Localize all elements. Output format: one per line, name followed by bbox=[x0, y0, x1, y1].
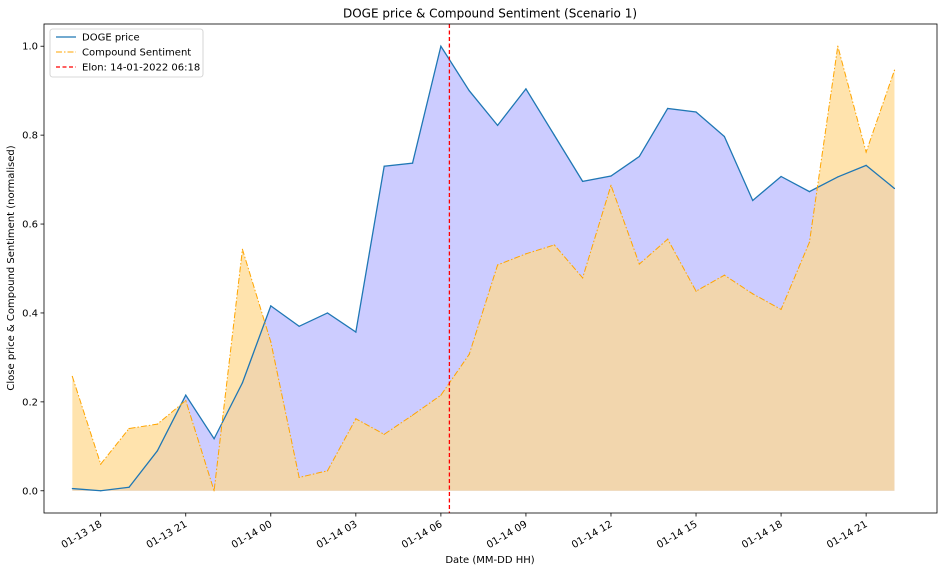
data-point bbox=[695, 111, 697, 113]
data-point bbox=[667, 107, 669, 110]
data-point bbox=[468, 353, 470, 355]
data-point bbox=[780, 175, 782, 178]
data-point bbox=[298, 325, 300, 327]
data-point bbox=[582, 277, 584, 279]
data-point bbox=[213, 490, 215, 492]
x-axis-label: Date (MM-DD HH) bbox=[445, 555, 534, 566]
data-point bbox=[468, 90, 470, 92]
data-point bbox=[355, 418, 357, 420]
y-axis: 0.0 0.2 0.4 0.6 0.8 1.0 bbox=[22, 42, 44, 497]
data-point bbox=[638, 263, 640, 265]
y-axis-label: Close price & Compound Sentiment (normal… bbox=[6, 145, 17, 390]
data-point bbox=[893, 69, 896, 71]
y-tick-label: 0.0 bbox=[22, 486, 38, 497]
data-point bbox=[71, 375, 73, 378]
x-tick-label: 01-14 06 bbox=[400, 519, 444, 551]
y-tick-label: 0.8 bbox=[22, 131, 38, 142]
legend-label: Compound Sentiment bbox=[82, 48, 191, 59]
plot-area bbox=[71, 24, 896, 513]
legend-box bbox=[49, 28, 204, 78]
data-point bbox=[270, 305, 272, 307]
data-point bbox=[100, 490, 102, 492]
data-point bbox=[695, 290, 697, 292]
data-point bbox=[553, 134, 555, 136]
data-point bbox=[553, 244, 555, 246]
y-tick-label: 0.6 bbox=[22, 220, 38, 231]
data-point bbox=[496, 264, 499, 266]
data-point bbox=[723, 274, 725, 276]
series-fill-1 bbox=[72, 46, 895, 491]
data-point bbox=[185, 399, 187, 402]
data-point bbox=[496, 124, 499, 126]
data-point bbox=[298, 476, 300, 479]
data-point bbox=[440, 45, 442, 47]
data-point bbox=[185, 394, 187, 396]
data-point bbox=[638, 155, 640, 158]
x-tick-label: 01-14 12 bbox=[570, 519, 614, 551]
y-tick-label: 1.0 bbox=[22, 42, 38, 53]
data-point bbox=[610, 175, 612, 177]
data-point bbox=[241, 248, 244, 250]
x-tick-label: 01-13 21 bbox=[145, 519, 189, 551]
data-point bbox=[326, 312, 329, 314]
plot-frame bbox=[43, 23, 938, 514]
data-point bbox=[411, 414, 414, 416]
data-point bbox=[525, 253, 527, 255]
data-point bbox=[582, 180, 584, 182]
y-tick-label: 0.4 bbox=[22, 308, 38, 319]
data-point bbox=[837, 45, 839, 47]
legend: DOGE price Compound Sentiment Elon: 14-01-… bbox=[49, 28, 204, 78]
data-point bbox=[808, 190, 811, 193]
data-point bbox=[752, 199, 754, 202]
data-point bbox=[241, 382, 244, 384]
y-tick-label: 0.2 bbox=[22, 397, 38, 408]
data-point bbox=[440, 394, 442, 396]
data-point bbox=[383, 433, 385, 435]
data-point bbox=[156, 423, 158, 425]
x-axis: 01-13 18 01-13 21 01-14 00 01-14 03 01-14 06… bbox=[60, 513, 870, 551]
data-point bbox=[667, 238, 669, 240]
legend-label: Elon: 14-01-2022 06:18 bbox=[82, 63, 200, 74]
data-point bbox=[610, 184, 612, 186]
x-tick-label: 01-14 15 bbox=[655, 519, 699, 551]
data-point bbox=[326, 470, 329, 472]
x-tick-label: 01-14 09 bbox=[485, 519, 529, 551]
data-point bbox=[865, 164, 867, 166]
data-point bbox=[128, 427, 130, 430]
data-point bbox=[383, 165, 385, 167]
data-point bbox=[100, 463, 102, 465]
data-point bbox=[128, 486, 130, 488]
data-point bbox=[780, 308, 782, 310]
x-tick-label: 01-14 00 bbox=[230, 519, 274, 551]
data-point bbox=[156, 450, 158, 452]
x-tick-label: 01-13 18 bbox=[60, 519, 104, 551]
data-point bbox=[355, 331, 357, 333]
data-point bbox=[837, 176, 839, 178]
series-line-0 bbox=[72, 44, 895, 492]
data-point bbox=[525, 88, 527, 90]
data-point bbox=[213, 438, 215, 440]
data-point bbox=[411, 162, 414, 164]
chart-title: DOGE price & Compound Sentiment (Scenari… bbox=[343, 7, 637, 21]
data-point bbox=[71, 487, 73, 490]
data-point bbox=[752, 293, 754, 295]
x-tick-label: 01-14 21 bbox=[825, 519, 869, 551]
data-point bbox=[893, 187, 896, 190]
data-point bbox=[270, 341, 272, 343]
data-point bbox=[808, 241, 811, 243]
data-point bbox=[723, 135, 725, 138]
x-tick-label: 01-14 18 bbox=[740, 519, 784, 551]
data-point bbox=[865, 151, 867, 153]
legend-label: DOGE price bbox=[82, 33, 140, 44]
x-tick-label: 01-14 03 bbox=[315, 519, 359, 551]
series-line-1 bbox=[71, 46, 895, 491]
